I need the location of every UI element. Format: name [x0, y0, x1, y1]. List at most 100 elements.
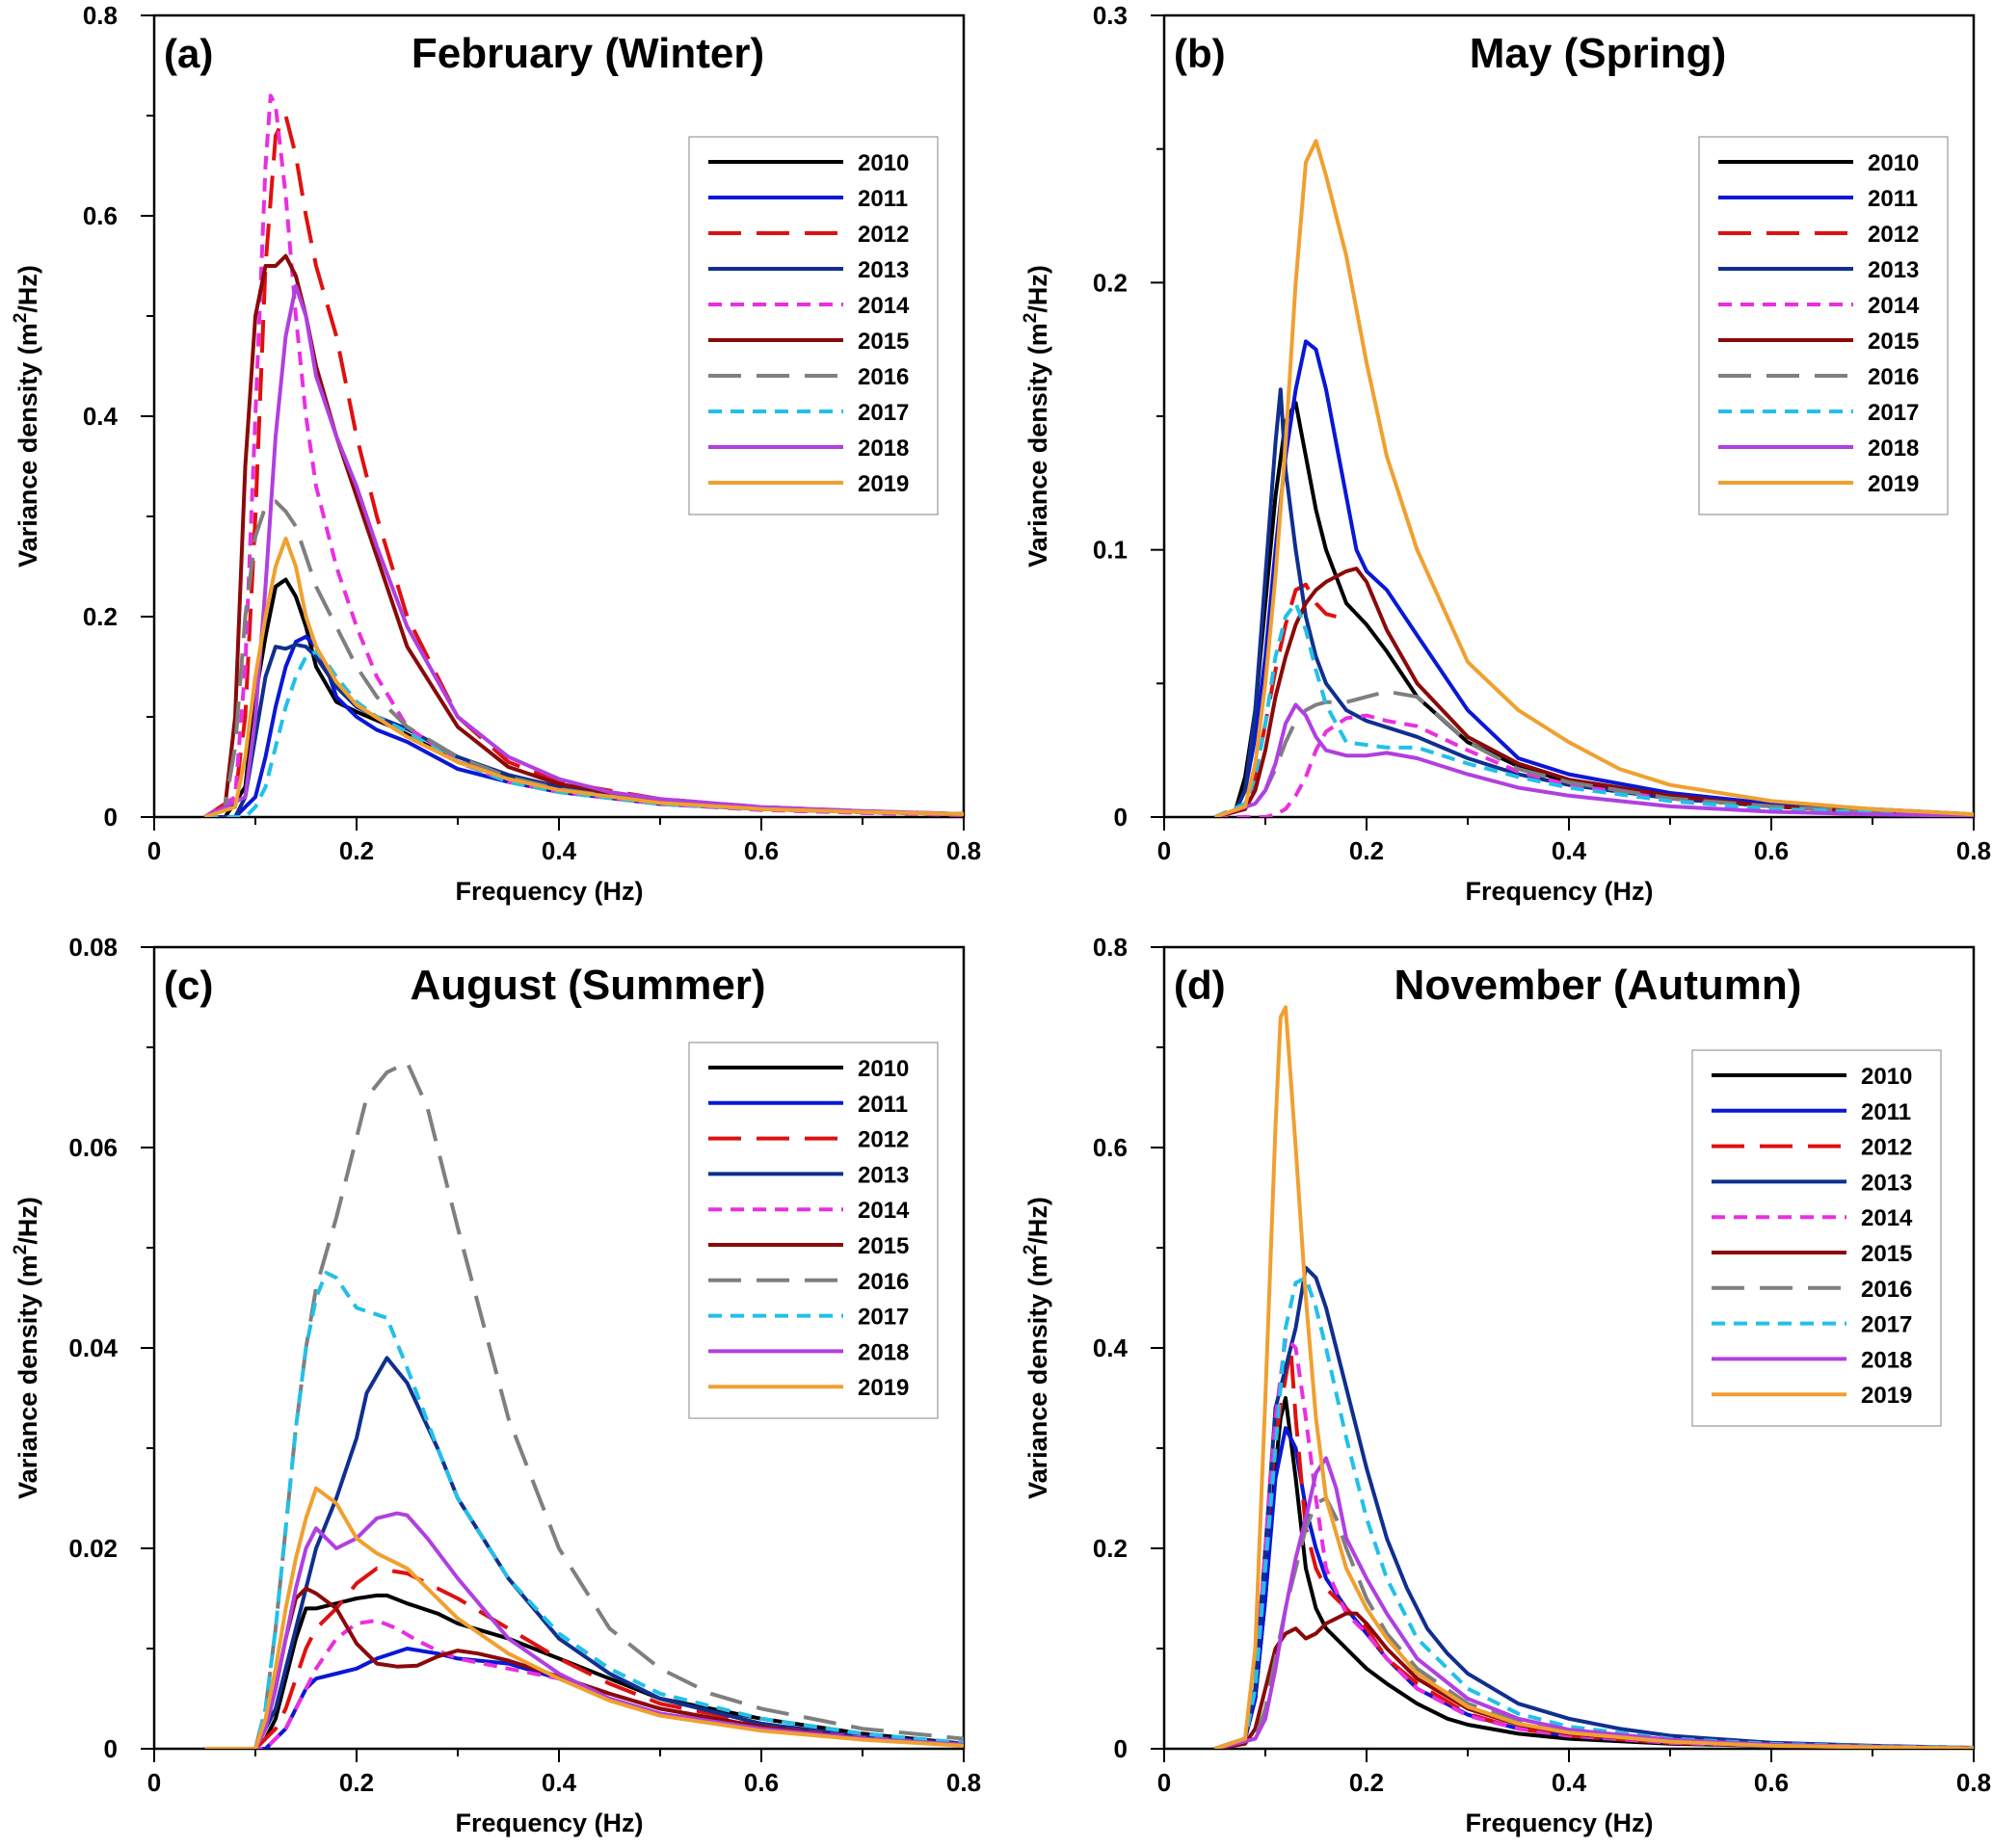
legend-label-2016: 2016 — [1861, 1277, 1912, 1303]
y-tick-label: 0.06 — [68, 1133, 118, 1162]
x-tick-label: 0 — [1157, 836, 1171, 865]
legend-label-2015: 2015 — [858, 329, 909, 355]
x-tick-label: 0.4 — [1552, 1768, 1587, 1797]
legend-label-2011: 2011 — [1861, 1099, 1911, 1125]
x-tick-label: 0.2 — [339, 1768, 374, 1797]
x-tick-label: 0 — [147, 1768, 161, 1797]
y-axis-title: Variance density (m2/Hz) — [11, 1197, 42, 1499]
y-tick-label: 0.8 — [83, 1, 118, 30]
chart-panel-3: 0 0.2 0.4 0.6 0.8 0 0.02 0.04 0.06 0.08 Frequency … — [11, 933, 981, 1837]
y-tick-label: 0.02 — [68, 1534, 118, 1563]
series-line-2012 — [203, 114, 964, 817]
x-tick-label: 0.6 — [744, 1768, 779, 1797]
legend: 2010 2011 2012 2013 2014 2015 2016 2017 2018 2019 — [688, 136, 939, 515]
y-tick-label: 0.04 — [68, 1333, 118, 1362]
legend-label-2013: 2013 — [1868, 257, 1919, 283]
legend-label-2011: 2011 — [1868, 186, 1918, 212]
y-tick-label: 0.2 — [1093, 1534, 1128, 1563]
legend-box — [688, 136, 939, 515]
legend-label-2016: 2016 — [1868, 364, 1919, 390]
legend-label-2015: 2015 — [1861, 1241, 1912, 1267]
legend-label-2014: 2014 — [858, 1198, 910, 1224]
y-tick-label: 0 — [1114, 803, 1128, 832]
legend-label-2014: 2014 — [1868, 293, 1920, 319]
legend-label-2019: 2019 — [1868, 471, 1919, 497]
series-line-2014 — [1214, 713, 1974, 817]
legend: 2010 2011 2012 2013 2014 2015 2016 2017 2018 2019 — [1691, 1049, 1942, 1427]
series-line-2016 — [1213, 689, 1974, 817]
y-axis-title-main: Variance density (m — [1023, 323, 1052, 568]
y-tick-label: 0.4 — [1093, 1333, 1129, 1362]
legend-label-2012: 2012 — [1868, 222, 1919, 248]
legend-label-2018: 2018 — [1868, 436, 1919, 462]
y-tick-label: 0.2 — [1093, 268, 1128, 297]
x-axis-title: Frequency (Hz) — [1465, 877, 1653, 906]
x-tick-label: 0.6 — [1754, 836, 1789, 865]
legend-label-2017: 2017 — [1868, 400, 1919, 426]
legend-label-2013: 2013 — [1861, 1170, 1912, 1196]
legend-label-2019: 2019 — [858, 1375, 909, 1401]
panel-letter: (c) — [164, 963, 213, 1008]
panel-title: August (Summer) — [410, 962, 765, 1009]
legend-label-2012: 2012 — [1861, 1135, 1912, 1161]
series-group — [204, 1060, 964, 1749]
legend-label-2012: 2012 — [858, 222, 909, 248]
x-tick-label: 0.6 — [744, 836, 779, 865]
x-axis-title: Frequency (Hz) — [455, 1808, 643, 1837]
legend-label-2013: 2013 — [858, 257, 909, 283]
y-axis-title-superscript: 2 — [11, 313, 31, 324]
series-line-2016 — [203, 499, 964, 817]
legend-label-2010: 2010 — [858, 1056, 909, 1082]
panel-title: November (Autumn) — [1394, 962, 1802, 1009]
series-line-2019 — [1213, 1005, 1974, 1749]
series-line-2011 — [1213, 339, 1974, 817]
chart-panel-2: 0 0.2 0.4 0.6 0.8 0 0.1 0.2 0.3 Frequency (Hz) Var… — [1021, 1, 1991, 906]
series-line-2018 — [1214, 1456, 1974, 1749]
legend-label-2016: 2016 — [858, 1269, 909, 1295]
panel-title: February (Winter) — [412, 30, 764, 77]
legend-label-2010: 2010 — [1861, 1064, 1912, 1090]
y-axis-title-unit: /Hz) — [13, 265, 42, 313]
x-tick-label: 0.8 — [1956, 1768, 1991, 1797]
y-tick-label: 0 — [104, 1734, 118, 1763]
series-line-2019 — [1213, 139, 1974, 817]
panel-letter: (b) — [1174, 31, 1226, 76]
y-tick-label: 0.8 — [1093, 933, 1128, 962]
y-axis-title-main: Variance density (m — [13, 323, 42, 568]
legend-label-2019: 2019 — [1861, 1383, 1912, 1409]
y-tick-label: 0.4 — [83, 402, 119, 431]
x-axis-title: Frequency (Hz) — [1465, 1808, 1653, 1837]
y-axis-title-superscript: 2 — [1021, 1245, 1041, 1255]
legend-label-2019: 2019 — [858, 471, 909, 497]
legend-label-2012: 2012 — [858, 1127, 909, 1153]
x-tick-label: 0.4 — [542, 836, 577, 865]
x-tick-label: 0.8 — [1956, 836, 1991, 865]
x-tick-label: 0.8 — [946, 1768, 981, 1797]
series-line-2012 — [204, 1566, 964, 1749]
legend-label-2011: 2011 — [858, 186, 908, 212]
legend: 2010 2011 2012 2013 2014 2015 2016 2017 2018 2019 — [1698, 136, 1949, 515]
y-axis-title-unit: /Hz) — [13, 1197, 42, 1245]
chart-panel-4: 0 0.2 0.4 0.6 0.8 0 0.2 0.4 0.6 0.8 Frequency (Hz)… — [1021, 933, 1991, 1837]
y-axis-title: Variance density (m2/Hz) — [11, 265, 42, 568]
panel-letter: (d) — [1174, 963, 1226, 1008]
panel-title: May (Spring) — [1470, 30, 1726, 77]
y-axis-title-superscript: 2 — [1021, 313, 1041, 324]
legend-label-2015: 2015 — [1868, 329, 1919, 355]
legend-label-2010: 2010 — [1868, 150, 1919, 176]
chart-panel-1: 0 0.2 0.4 0.6 0.8 0 0.2 0.4 0.6 0.8 Frequency (Hz)… — [11, 1, 981, 906]
series-line-2017 — [1213, 601, 1974, 817]
x-tick-label: 0.6 — [1754, 1768, 1789, 1797]
x-tick-label: 0.2 — [339, 836, 374, 865]
x-tick-label: 0.2 — [1349, 1768, 1384, 1797]
series-group — [203, 93, 964, 817]
x-tick-label: 0.8 — [946, 836, 981, 865]
legend-label-2014: 2014 — [1861, 1205, 1913, 1231]
legend-label-2016: 2016 — [858, 364, 909, 390]
series-line-2017 — [1213, 1276, 1974, 1749]
legend-label-2011: 2011 — [858, 1092, 908, 1118]
legend-label-2017: 2017 — [858, 400, 909, 426]
y-tick-label: 0.08 — [68, 933, 118, 962]
y-tick-label: 0.3 — [1093, 1, 1128, 30]
